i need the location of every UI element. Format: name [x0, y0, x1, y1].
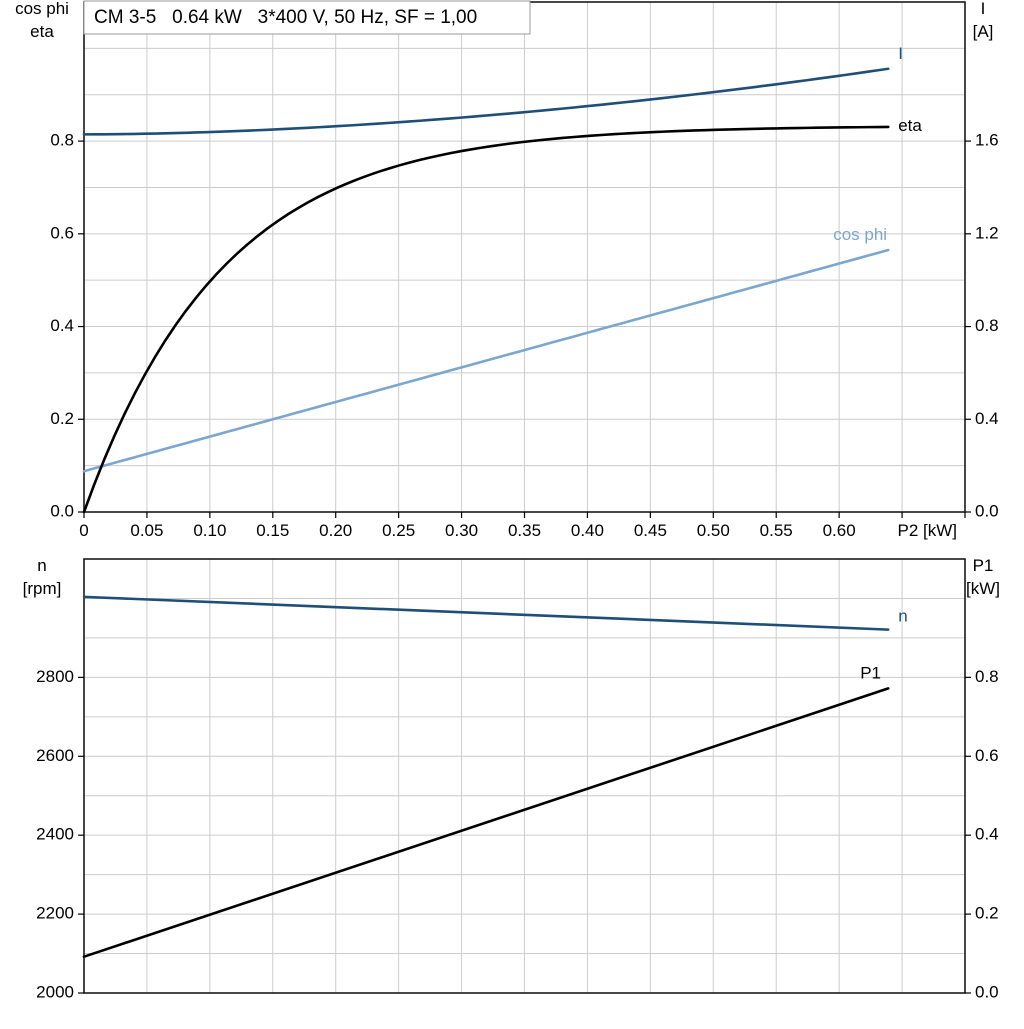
- svg-text:n: n: [898, 607, 907, 626]
- svg-text:0.50: 0.50: [697, 521, 730, 540]
- svg-text:cos phi: cos phi: [833, 225, 887, 244]
- svg-text:P1: P1: [860, 663, 881, 682]
- svg-text:P1: P1: [973, 556, 994, 575]
- svg-text:P2 [kW]: P2 [kW]: [897, 521, 957, 540]
- svg-text:[rpm]: [rpm]: [23, 579, 62, 598]
- svg-text:0.8: 0.8: [975, 667, 999, 686]
- svg-text:eta: eta: [30, 22, 54, 41]
- svg-text:2800: 2800: [36, 667, 74, 686]
- svg-text:0.8: 0.8: [975, 316, 999, 335]
- svg-text:0.05: 0.05: [130, 521, 163, 540]
- svg-text:[kW]: [kW]: [966, 579, 1000, 598]
- svg-text:0.45: 0.45: [634, 521, 667, 540]
- svg-text:0.10: 0.10: [193, 521, 226, 540]
- svg-text:CM 3-5 0.64 kW 3*400 V, 50: CM 3-5 0.64 kW 3*400 V, 50 Hz, SF = 1,00: [94, 7, 477, 28]
- svg-text:0.0: 0.0: [50, 501, 74, 520]
- svg-text:[A]: [A]: [973, 22, 994, 41]
- svg-text:eta: eta: [898, 116, 922, 135]
- svg-text:0.8: 0.8: [50, 131, 74, 150]
- svg-text:0.25: 0.25: [382, 521, 415, 540]
- svg-text:2000: 2000: [36, 982, 74, 1001]
- svg-text:0.55: 0.55: [760, 521, 793, 540]
- svg-text:cos phi: cos phi: [15, 0, 69, 18]
- svg-text:2200: 2200: [36, 904, 74, 923]
- svg-text:0.4: 0.4: [975, 825, 999, 844]
- svg-text:1.2: 1.2: [975, 223, 999, 242]
- svg-text:2600: 2600: [36, 746, 74, 765]
- svg-text:0.4: 0.4: [50, 316, 74, 335]
- svg-text:0.60: 0.60: [823, 521, 856, 540]
- svg-text:1.6: 1.6: [975, 131, 999, 150]
- svg-text:0.0: 0.0: [975, 501, 999, 520]
- svg-text:0.2: 0.2: [50, 409, 74, 428]
- svg-text:n: n: [37, 556, 46, 575]
- svg-text:0.0: 0.0: [975, 982, 999, 1001]
- svg-text:0.40: 0.40: [571, 521, 604, 540]
- svg-text:0.30: 0.30: [445, 521, 478, 540]
- svg-text:0.35: 0.35: [508, 521, 541, 540]
- svg-text:0: 0: [79, 521, 88, 540]
- svg-text:I: I: [898, 44, 903, 63]
- svg-text:0.4: 0.4: [975, 409, 999, 428]
- svg-text:0.20: 0.20: [319, 521, 352, 540]
- svg-text:0.15: 0.15: [256, 521, 289, 540]
- svg-text:0.6: 0.6: [50, 223, 74, 242]
- svg-text:0.6: 0.6: [975, 746, 999, 765]
- svg-text:I: I: [981, 0, 986, 18]
- svg-text:0.2: 0.2: [975, 904, 999, 923]
- svg-text:2400: 2400: [36, 825, 74, 844]
